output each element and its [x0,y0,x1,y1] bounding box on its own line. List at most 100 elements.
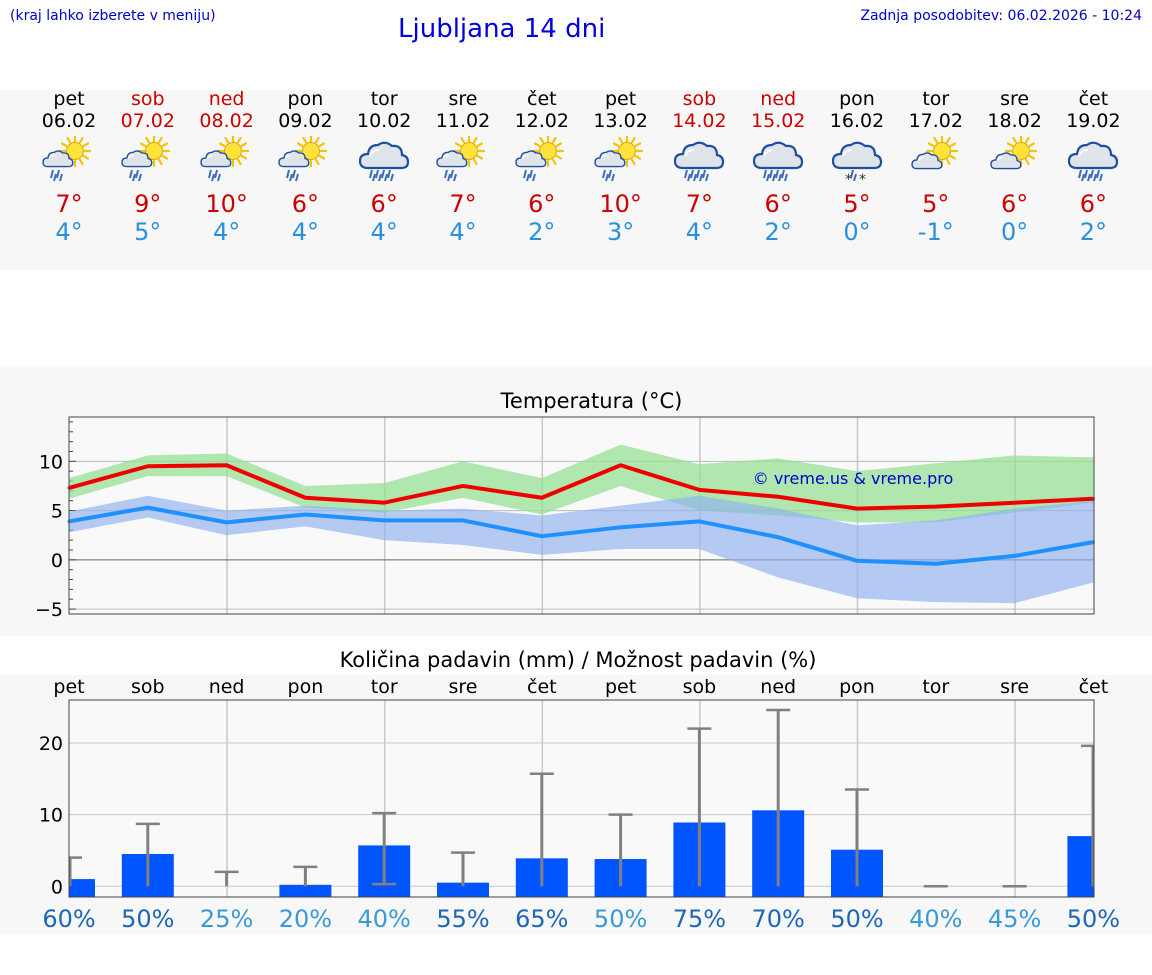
day-name: sre [1000,88,1030,110]
precip-day-label: pon [839,676,875,698]
temp-min: 4° [55,218,83,246]
day-column: tor 10.02 6° 4° [344,88,424,246]
temp-max: 6° [370,190,398,218]
precipitation-chart: Količina padavin (mm) / Možnost padavin … [39,648,1120,933]
day-name: tor [922,88,950,110]
cloud-rain-icon [753,141,804,182]
precip-day-label: pet [53,676,84,698]
precip-day-label: sob [131,676,165,698]
day-date: 18.02 [987,110,1042,132]
precip-bar [437,882,489,897]
max-temp-point [461,484,465,488]
min-temp-point [146,506,150,510]
day-column: čet 12.02 6° 2° [502,88,582,246]
precip-probability: 75% [673,905,726,933]
day-name: pet [604,88,637,110]
day-name: čet [527,88,557,110]
temp-chart-title: Temperatura (°C) [500,389,683,413]
day-date: 09.02 [278,110,333,132]
day-name: pon [287,88,324,110]
precip-bar [69,879,95,897]
precip-probability: 55% [436,905,489,933]
day-column: sob 07.02 9° 5° [108,88,188,246]
day-date: 10.02 [356,110,412,132]
day-date: 12.02 [514,110,569,132]
day-name: sob [131,88,165,110]
precip-bar [279,884,332,897]
min-temp-point [382,518,386,522]
temp-max: 10° [599,190,642,218]
temp-min: 5° [134,218,162,246]
min-temp-point [619,525,623,529]
partly-sunny-rain-icon [436,136,486,182]
temp-max: 5° [843,190,871,218]
day-column: sob 14.02 7° 4° [659,88,739,246]
temp-max: 9° [134,190,162,218]
cloud-rain-icon [359,141,410,182]
precip-probability: 40% [358,905,411,933]
forecast-strip-bg [0,90,1152,270]
temp-plot-frame [68,416,1095,615]
precip-probability: 50% [594,905,647,933]
precip-probability: 65% [515,905,568,933]
temp-max: 6° [528,190,556,218]
min-temp-point [540,534,544,538]
temp-max: 6° [764,190,792,218]
precip-day-label: sre [1000,676,1029,698]
max-temp-point [619,463,623,467]
precip-day-label: ned [760,676,796,698]
day-column: sre 11.02 7° 4° [423,88,503,246]
day-date: 15.02 [750,110,806,132]
day-column: tor 17.02 5° -1° [896,88,976,246]
precip-probability: 50% [1067,905,1120,933]
temp-min: 2° [764,218,792,246]
cloud-rain-icon [1068,141,1119,182]
precip-day-label: sre [449,676,478,698]
precip-day-label: sob [683,676,717,698]
temp-min: 4° [370,218,398,246]
temp-min: 4° [291,218,320,246]
precip-probability: 25% [200,905,253,933]
page-title: Ljubljana 14 dni [398,14,606,44]
day-name: čet [1078,88,1109,110]
max-temp-point [1013,501,1017,505]
day-date: 07.02 [120,110,175,132]
day-name: pet [53,88,85,110]
precip-probability: 50% [121,905,174,933]
temp-min: 4° [449,218,477,246]
min-temp-point [225,520,229,524]
temp-tick-label: 10 [39,451,63,473]
min-temp-point [697,519,701,523]
day-column: pon 16.02 * * 5° 0° [817,88,897,246]
partly-sunny-rain-icon [199,136,249,182]
temp-tick-label: 5 [51,501,63,523]
daily-forecast-row: pet 06.02 7° 4° sob 07.02 9° 5° ned 08.02 10° 4° pon… [0,88,1152,268]
min-temp-point [303,513,307,517]
day-name: sre [448,88,478,110]
temp-max: 10° [205,190,248,218]
day-column: ned 15.02 6° 2° [738,88,818,246]
day-name: pon [839,88,875,110]
max-temp-point [303,496,307,500]
temperature-chart: Temperatura (°C) −5 0 5 10 © vreme.us & vreme… [35,389,1095,621]
temp-min: 3° [606,218,635,246]
day-column: pet 13.02 10° 3° [581,88,661,246]
partly-sunny-rain-icon [121,136,170,182]
precip-tick-label: 20 [39,733,63,755]
temp-tick-label: 0 [51,550,63,572]
partly-sunny-icon [989,136,1037,170]
temp-max: 6° [291,190,320,218]
day-date: 11.02 [435,110,491,132]
min-temp-point [776,535,780,539]
watermark: © vreme.us & vreme.pro [753,469,954,488]
min-temp-point [1013,554,1017,558]
temp-min: 0° [843,218,871,246]
last-updated: Zadnja posodobitev: 06.02.2026 - 10:24 [860,8,1142,24]
min-temp-point [461,518,465,522]
cloud-rain-icon [674,141,725,182]
temp-max: 7° [685,190,714,218]
temp-min: -1° [917,218,954,246]
city-menu-note: (kraj lahko izberete v meniju) [10,8,216,24]
day-date: 14.02 [672,110,727,132]
precip-day-label: čet [527,676,557,698]
